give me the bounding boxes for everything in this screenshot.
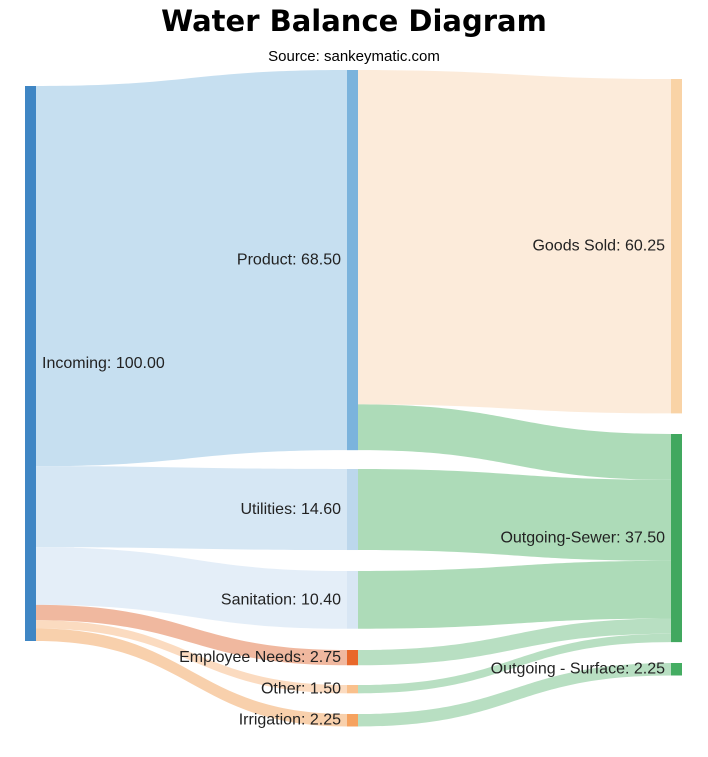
- link-product-to-goods: [358, 70, 671, 414]
- node-label-surface: Outgoing - Surface: 2.25: [491, 661, 665, 678]
- node-irrigation: [347, 714, 358, 727]
- node-incoming: [25, 86, 36, 641]
- node-sanitation: [347, 571, 358, 629]
- node-other: [347, 685, 358, 694]
- link-employee-to-sewer: [358, 618, 671, 666]
- link-incoming-to-sanitation: [36, 547, 347, 629]
- node-label-sanitation: Sanitation: 10.40: [221, 591, 341, 608]
- chart-title: Water Balance Diagram: [161, 4, 547, 38]
- link-incoming-to-irrigation: [36, 628, 347, 727]
- link-irrigation-to-surface: [358, 663, 671, 727]
- link-incoming-to-other: [36, 620, 347, 694]
- link-other-to-sewer: [358, 633, 671, 694]
- nodes-layer: [25, 70, 682, 727]
- node-goods: [671, 79, 682, 414]
- chart-subtitle: Source: sankeymatic.com: [268, 48, 440, 65]
- node-utilities: [347, 469, 358, 551]
- node-sewer: [671, 434, 682, 643]
- node-product: [347, 70, 358, 451]
- node-label-employee: Employee Needs: 2.75: [179, 649, 341, 666]
- node-label-product: Product: 68.50: [237, 252, 341, 269]
- node-label-sewer: Outgoing-Sewer: 37.50: [500, 530, 665, 547]
- labels-layer: Incoming: 100.00 Product: 68.50 Utilities:…: [42, 238, 665, 729]
- link-incoming-to-employee: [36, 604, 347, 666]
- node-employee: [347, 650, 358, 666]
- node-label-goods: Goods Sold: 60.25: [532, 238, 665, 255]
- node-label-irrigation: Irrigation: 2.25: [239, 712, 341, 729]
- node-surface: [671, 663, 682, 676]
- link-incoming-to-product: [36, 70, 347, 467]
- link-incoming-to-utilities: [36, 466, 347, 551]
- node-label-other: Other: 1.50: [261, 681, 341, 698]
- links-layer: [36, 70, 671, 727]
- link-utilities-to-sewer: [358, 469, 671, 561]
- link-sanitation-to-sewer: [358, 560, 671, 629]
- link-product-to-sewer: [358, 404, 671, 480]
- node-label-utilities: Utilities: 14.60: [241, 501, 342, 518]
- node-label-incoming: Incoming: 100.00: [42, 355, 165, 372]
